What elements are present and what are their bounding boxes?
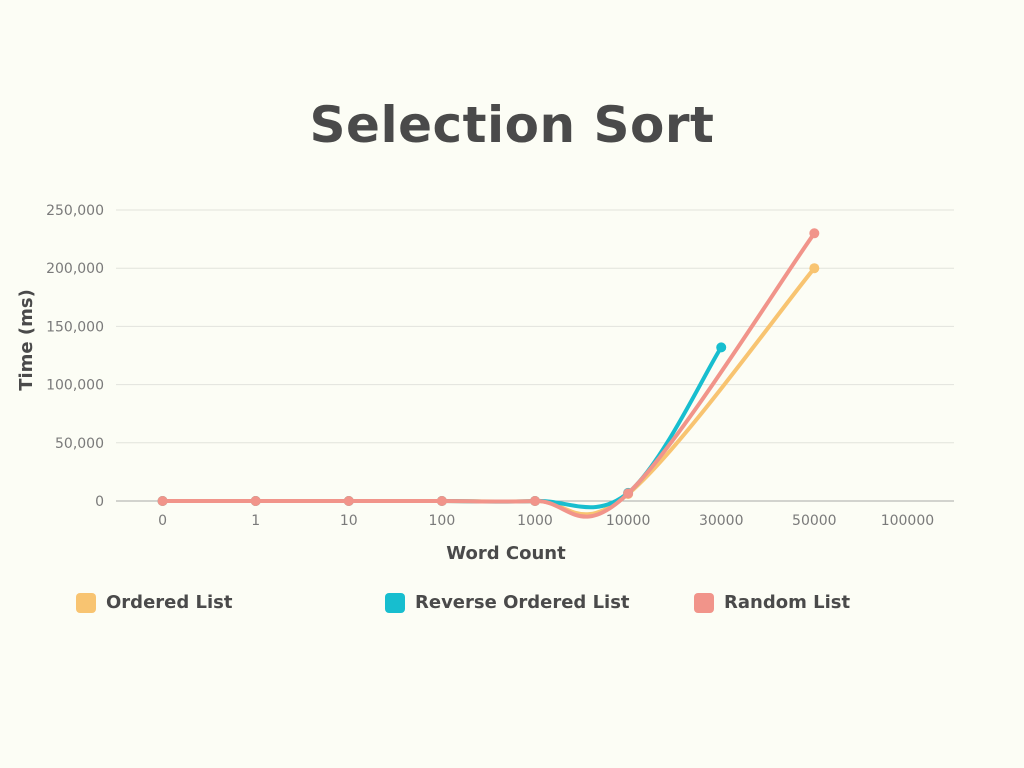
legend-label-reverse: Reverse Ordered List: [415, 592, 630, 613]
y-tick-label-2: 100,000: [46, 378, 104, 394]
legend-item-random[interactable]: Random List: [694, 592, 850, 613]
y-tick-labels: 0 50,000 100,000 150,000 200,000 250,000: [46, 203, 104, 510]
x-tick-label-5: 10000: [606, 513, 651, 529]
data-point-2-6[interactable]: [809, 228, 820, 239]
legend: Ordered List Reverse Ordered List Random…: [0, 592, 1024, 620]
x-tick-label-6: 30000: [699, 513, 744, 529]
y-tick-label-0: 0: [95, 494, 104, 510]
data-point-0-6[interactable]: [809, 263, 820, 274]
y-tick-label-5: 250,000: [46, 203, 104, 219]
x-tick-label-3: 100: [429, 513, 456, 529]
y-axis-title: Time (ms): [16, 289, 37, 391]
x-axis-title: Word Count: [446, 543, 566, 564]
y-tick-label-4: 200,000: [46, 261, 104, 277]
chart-title: Selection Sort: [309, 96, 715, 154]
legend-item-ordered[interactable]: Ordered List: [76, 592, 232, 613]
series-line-2: [160, 231, 817, 519]
legend-label-random: Random List: [724, 592, 851, 613]
y-tick-label-3: 150,000: [46, 319, 104, 335]
y-tick-label-1: 50,000: [55, 436, 104, 452]
legend-item-reverse[interactable]: Reverse Ordered List: [385, 592, 630, 613]
grid-lines: [116, 209, 954, 502]
legend-label-ordered: Ordered List: [106, 592, 233, 613]
x-tick-label-8: 100000: [881, 513, 934, 529]
data-point-2-3[interactable]: [436, 496, 447, 506]
x-tick-label-7: 50000: [792, 513, 837, 529]
data-point-2-2[interactable]: [343, 496, 354, 506]
data-point-1-6[interactable]: [716, 342, 727, 353]
series-lines: [157, 228, 820, 519]
x-tick-label-4: 1000: [517, 513, 553, 529]
x-tick-label-2: 10: [340, 513, 358, 529]
x-tick-label-0: 0: [158, 513, 167, 529]
legend-swatch-ordered: [76, 592, 96, 613]
legend-swatch-reverse: [385, 592, 405, 613]
x-tick-label-1: 1: [251, 513, 260, 529]
data-point-2-5[interactable]: [623, 488, 634, 499]
series-2: [157, 228, 820, 519]
legend-swatch-random: [694, 592, 714, 613]
series-line-0: [160, 266, 817, 517]
data-point-2-4[interactable]: [530, 496, 540, 506]
data-point-2-1[interactable]: [250, 496, 261, 506]
data-point-2-0[interactable]: [157, 496, 168, 506]
series-0: [157, 263, 820, 517]
x-tick-labels: 0 1 10 100 1000 10000 30000 50000 100000: [158, 513, 934, 529]
